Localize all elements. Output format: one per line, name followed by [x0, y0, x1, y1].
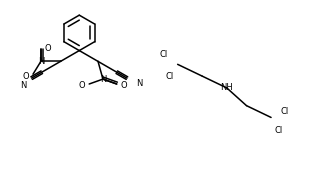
Text: O: O	[120, 81, 127, 90]
Text: Cl: Cl	[281, 107, 289, 116]
Text: N: N	[38, 57, 44, 66]
Text: Cl: Cl	[275, 126, 283, 135]
Text: N: N	[100, 75, 106, 84]
Text: Cl: Cl	[166, 72, 174, 81]
Text: Cl: Cl	[160, 50, 168, 59]
Text: NH: NH	[221, 83, 233, 92]
Text: O: O	[23, 72, 29, 81]
Text: N: N	[136, 79, 143, 88]
Text: O: O	[79, 81, 85, 90]
Text: O: O	[44, 44, 51, 53]
Text: N: N	[20, 81, 26, 90]
